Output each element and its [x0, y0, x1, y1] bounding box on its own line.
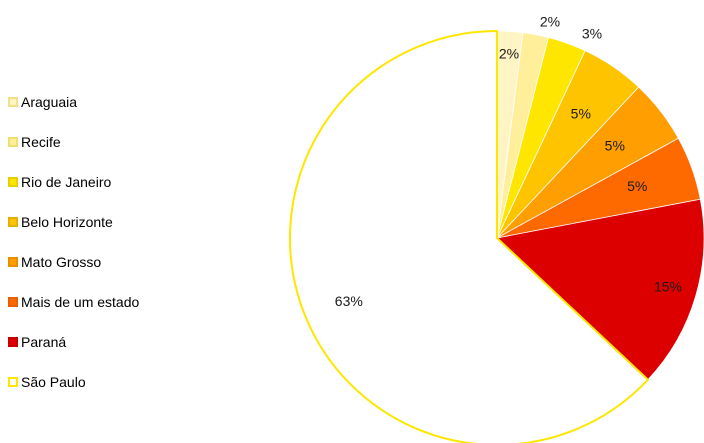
slice-value-label: 15%: [654, 278, 682, 294]
legend-swatch: [8, 137, 18, 147]
legend-label: Rio de Janeiro: [21, 174, 112, 190]
legend-item: Mais de um estado: [8, 292, 208, 312]
legend-item: Belo Horizonte: [8, 212, 208, 232]
legend-swatch: [8, 337, 18, 347]
slice-value-label: 5%: [571, 105, 591, 121]
chart-legend: Araguaia Recife Rio de Janeiro Belo Horizon…: [8, 92, 208, 412]
slice-value-label: 2%: [540, 14, 560, 30]
legend-swatch: [8, 257, 18, 267]
slice-value-label: 63%: [335, 293, 363, 309]
legend-item: São Paulo: [8, 372, 208, 392]
legend-swatch: [8, 97, 18, 107]
pie-slice: [496, 198, 704, 381]
legend-swatch: [8, 297, 18, 307]
legend-swatch: [8, 217, 18, 227]
legend-label: Araguaia: [21, 94, 78, 110]
legend-label: Belo Horizonte: [21, 214, 113, 230]
pie-slice: [289, 29, 650, 443]
legend-label: Mais de um estado: [21, 294, 140, 310]
legend-label: Mato Grosso: [21, 254, 102, 270]
slice-value-label: 5%: [627, 178, 647, 194]
legend-swatch: [8, 177, 18, 187]
legend-item: Mato Grosso: [8, 252, 208, 272]
slice-value-label: 2%: [499, 46, 519, 62]
legend-item: Araguaia: [8, 92, 208, 112]
legend-label: São Paulo: [21, 374, 86, 390]
legend-item: Recife: [8, 132, 208, 152]
legend-swatch: [8, 377, 18, 387]
legend-label: Paraná: [21, 334, 67, 350]
pie-slices: [289, 29, 704, 443]
legend-item: Paraná: [8, 332, 208, 352]
slice-value-label: 3%: [582, 26, 602, 42]
legend-item: Rio de Janeiro: [8, 172, 208, 192]
pie-labels: 2% 2% 3% 5% 5% 5% 15% 63%: [335, 14, 682, 309]
slice-value-label: 5%: [605, 137, 625, 153]
legend-label: Recife: [21, 134, 61, 150]
